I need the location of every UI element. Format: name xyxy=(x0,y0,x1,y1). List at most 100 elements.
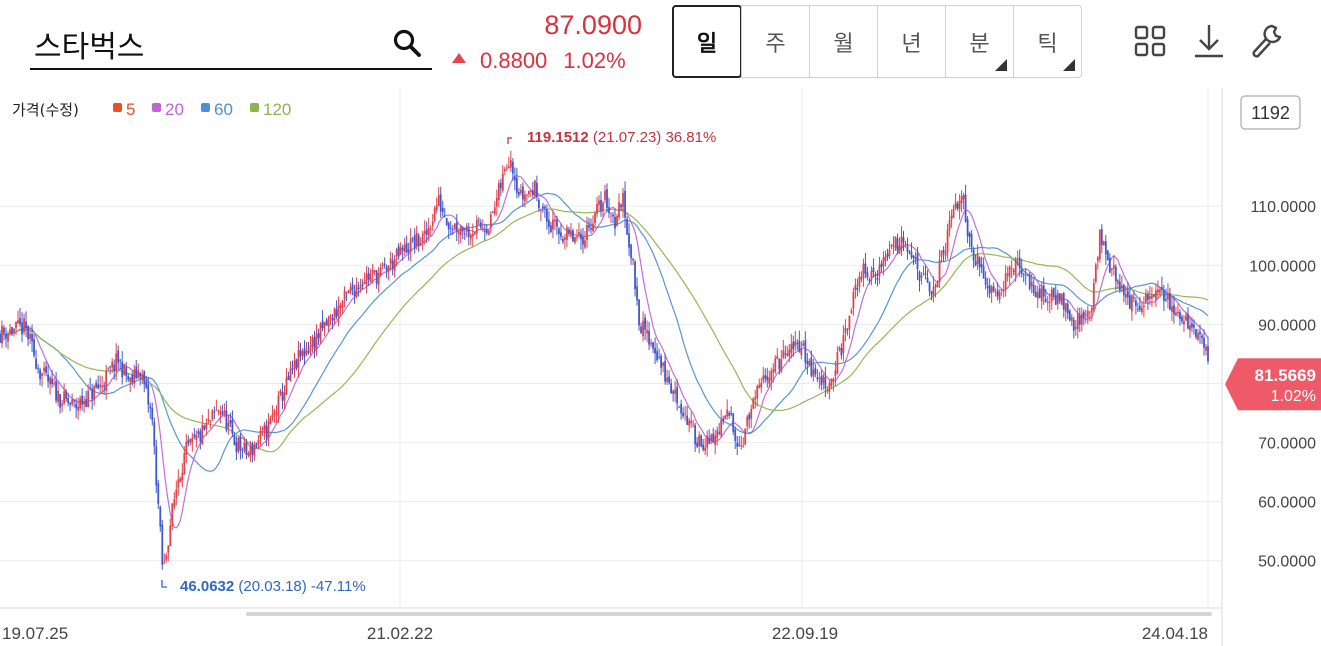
candle-body xyxy=(1171,306,1173,312)
candle-body xyxy=(620,204,622,208)
chart-axes xyxy=(0,88,1223,646)
candle-body xyxy=(588,225,590,228)
candle-body xyxy=(15,322,17,329)
candle-body xyxy=(129,377,132,383)
candle-body xyxy=(105,370,108,391)
tab-week[interactable]: 주 xyxy=(741,6,809,77)
candle-body xyxy=(724,415,727,420)
candle-body xyxy=(393,259,396,271)
candle-body xyxy=(297,349,300,368)
candle-body xyxy=(928,281,931,292)
legend-label: 5 xyxy=(126,100,135,119)
candle-body xyxy=(830,379,833,386)
candle-body xyxy=(461,227,464,232)
candle-body xyxy=(335,309,338,317)
candle-body xyxy=(544,206,546,209)
legend-swatch xyxy=(113,103,122,112)
candle-body xyxy=(950,215,953,220)
candle-body xyxy=(870,270,873,279)
candle-body xyxy=(802,343,805,346)
candle-body xyxy=(984,277,987,285)
candle-body xyxy=(35,358,37,369)
candle-body xyxy=(776,355,779,359)
candle-body xyxy=(235,442,238,453)
candle-body xyxy=(700,435,703,447)
candle-body xyxy=(329,315,332,319)
candle-body xyxy=(515,177,518,193)
candle-body xyxy=(11,327,13,335)
tab-year[interactable]: 년 xyxy=(877,6,945,77)
candle-body xyxy=(854,284,857,291)
candle-body xyxy=(788,349,791,356)
candle-body xyxy=(269,418,272,424)
candle-body xyxy=(548,219,550,227)
tab-minute[interactable]: 분 xyxy=(945,6,1013,77)
candle-body xyxy=(804,340,807,363)
x-tick-label: 24.04.18 xyxy=(1142,624,1208,643)
candle-body xyxy=(574,236,576,243)
candle-body xyxy=(115,353,118,371)
candle-body xyxy=(782,350,785,358)
wrench-icon[interactable] xyxy=(1250,22,1284,60)
candle-body xyxy=(143,371,146,385)
candle-body xyxy=(770,371,773,381)
search-input[interactable]: 스타벅스 xyxy=(34,30,145,65)
candle-body xyxy=(173,499,176,507)
candle-body xyxy=(766,376,769,381)
candle-body xyxy=(1048,301,1051,303)
candle-body xyxy=(1195,329,1197,338)
search-box[interactable]: 스타벅스 xyxy=(30,18,432,70)
candle-body xyxy=(39,369,41,380)
grid-icon[interactable] xyxy=(1133,22,1167,60)
candle-body xyxy=(932,286,935,297)
tab-day[interactable]: 일 xyxy=(672,5,742,78)
candle-body xyxy=(379,267,382,276)
candle-body xyxy=(778,358,781,370)
candle-body xyxy=(363,281,366,284)
candle-body xyxy=(918,271,921,281)
candle-body xyxy=(277,395,280,416)
candle-body xyxy=(1118,281,1121,291)
candle-body xyxy=(882,257,885,267)
candle-body xyxy=(754,397,757,400)
candle-body xyxy=(1116,280,1119,284)
candle-body xyxy=(858,276,861,287)
candle-body xyxy=(1084,314,1087,316)
candle-body xyxy=(5,333,7,339)
candle-body xyxy=(1169,293,1171,310)
tab-label: 년 xyxy=(901,31,922,57)
search-icon[interactable] xyxy=(392,28,422,58)
candle-body xyxy=(764,375,767,379)
candle-body xyxy=(1034,292,1037,298)
candle-body xyxy=(259,431,262,439)
candle-body xyxy=(1193,324,1195,328)
candle-body xyxy=(231,419,234,434)
candle-body xyxy=(205,422,208,430)
tab-tick[interactable]: 틱 xyxy=(1013,6,1081,77)
candle-body xyxy=(558,228,560,235)
candle-body xyxy=(305,350,308,355)
candle-body xyxy=(435,205,438,211)
download-icon[interactable] xyxy=(1192,22,1226,60)
candle-body xyxy=(604,190,606,200)
candle-body xyxy=(594,213,596,224)
candle-body xyxy=(872,267,875,272)
candle-body xyxy=(584,240,586,248)
candle-body xyxy=(1018,257,1021,269)
candle-body xyxy=(784,353,787,355)
candle-body xyxy=(1094,264,1097,282)
candle-body xyxy=(556,219,558,227)
candle-body xyxy=(962,194,965,200)
candle-body xyxy=(243,442,246,451)
candle-body xyxy=(846,328,849,330)
tab-month[interactable]: 월 xyxy=(809,6,877,77)
price-chart[interactable]: 110.0000100.000090.000080.000070.000060.… xyxy=(0,88,1321,646)
ma-120-line xyxy=(0,208,1209,453)
candle-body xyxy=(1151,295,1153,299)
candle-body xyxy=(89,387,92,389)
candle-body xyxy=(199,431,202,441)
candle-body xyxy=(357,287,360,289)
candle-body xyxy=(960,196,963,204)
candle-body xyxy=(483,230,486,233)
candle-body xyxy=(1155,290,1157,300)
